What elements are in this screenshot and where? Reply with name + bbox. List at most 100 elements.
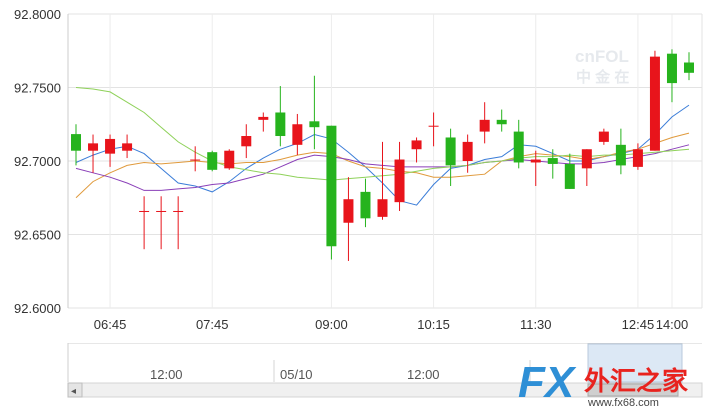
candle-body (377, 199, 388, 217)
candle-body (479, 119, 490, 132)
candle (666, 49, 677, 103)
candle (122, 134, 133, 159)
candle-body (309, 121, 320, 128)
candle-body (598, 131, 609, 142)
candle (496, 109, 507, 132)
candle-body (343, 199, 354, 223)
candle (513, 119, 524, 169)
candle-body (581, 149, 592, 169)
candle (207, 150, 218, 172)
candle (173, 196, 184, 250)
x-tick-label: 12:45 (622, 317, 655, 332)
candle (105, 134, 116, 167)
x-axis-labels: 06:45 07:45 09:00 10:15 11:30 12:45 14:00 (94, 317, 688, 332)
scroll-left-icon: ◂ (71, 386, 76, 397)
candle-body (275, 112, 286, 137)
navigator-label-2: 05/10 (280, 367, 313, 382)
candle-body (292, 124, 303, 145)
candle (190, 146, 201, 172)
candle (479, 102, 490, 144)
candle (445, 128, 456, 186)
x-tick-label: 14:00 (656, 317, 689, 332)
candle-body (139, 210, 150, 212)
candle (258, 112, 269, 132)
fx-chinese-text: 外汇之家 (584, 366, 688, 396)
candle (71, 124, 81, 166)
candle-body (156, 210, 167, 212)
candle (530, 150, 541, 186)
fx-url-text: www.fx68.com (587, 397, 659, 409)
cnfol-watermark-subtext: 中 金 在 (576, 68, 629, 86)
y-tick-label: 92.6500 (14, 228, 61, 243)
navigator-top-line (68, 343, 702, 344)
candle (326, 125, 337, 260)
candle-body (547, 158, 558, 164)
candle (547, 149, 558, 179)
candle-body (496, 119, 507, 125)
candle (88, 134, 99, 173)
candle-body (71, 134, 81, 151)
candle (411, 137, 422, 163)
candle (581, 149, 592, 186)
candles (71, 49, 694, 261)
x-tick-label: 07:45 (196, 317, 229, 332)
navigator-label-1: 12:00 (150, 367, 183, 382)
candle-body (411, 140, 422, 150)
candle-body (513, 131, 524, 163)
candle-body (326, 125, 337, 247)
x-tick-label: 11:30 (520, 317, 552, 332)
candle (241, 124, 252, 159)
candle (360, 178, 371, 228)
candle-body (207, 152, 218, 170)
candle-body (241, 136, 252, 147)
scroll-left-button[interactable] (67, 382, 83, 398)
candle (564, 153, 575, 189)
y-axis-labels: 92.8000 92.7500 92.7000 92.6500 92.6000 (14, 7, 61, 316)
candle (428, 112, 439, 147)
candle (649, 50, 660, 151)
candle (156, 196, 167, 250)
navigator-label-3: 12:00 (407, 367, 440, 382)
candle-body (445, 137, 456, 166)
candle (598, 128, 609, 145)
candle-body (462, 141, 473, 161)
y-tick-label: 92.6000 (14, 301, 61, 316)
candle (292, 113, 303, 156)
y-tick-label: 92.7500 (14, 81, 61, 96)
candle-body (88, 143, 99, 151)
candle-body (105, 138, 116, 154)
candle-body (649, 56, 660, 151)
navigator-selection[interactable] (587, 343, 683, 383)
candle-body (530, 159, 541, 163)
candle-body (666, 53, 677, 84)
candle-body (632, 149, 643, 167)
candle (343, 177, 354, 261)
cnfol-watermark: cnFOL 中 金 在 (575, 47, 629, 86)
candle-body (684, 62, 694, 73)
candle-body (360, 191, 371, 219)
scrollbar[interactable]: ◂ (67, 382, 703, 398)
candle (139, 196, 150, 250)
candle (394, 141, 405, 211)
navigator[interactable]: 12:00 05/10 12:00 (67, 343, 702, 383)
candle-body (122, 143, 133, 151)
candle (275, 86, 286, 147)
scrollbar-thumb[interactable] (587, 383, 679, 397)
fx-logo-text: FX (518, 358, 577, 407)
candle (224, 149, 235, 170)
candle-body (615, 144, 626, 166)
y-tick-label: 92.7000 (14, 154, 61, 169)
candle (684, 52, 694, 81)
candle (615, 128, 626, 175)
candle (377, 141, 388, 220)
candle-body (258, 116, 269, 120)
candle-body (394, 159, 405, 203)
candle-body (190, 159, 201, 161)
candle (309, 75, 320, 150)
candle-body (564, 163, 575, 189)
candle (462, 134, 473, 173)
x-tick-label: 09:00 (315, 317, 348, 332)
candle-body (173, 210, 184, 212)
